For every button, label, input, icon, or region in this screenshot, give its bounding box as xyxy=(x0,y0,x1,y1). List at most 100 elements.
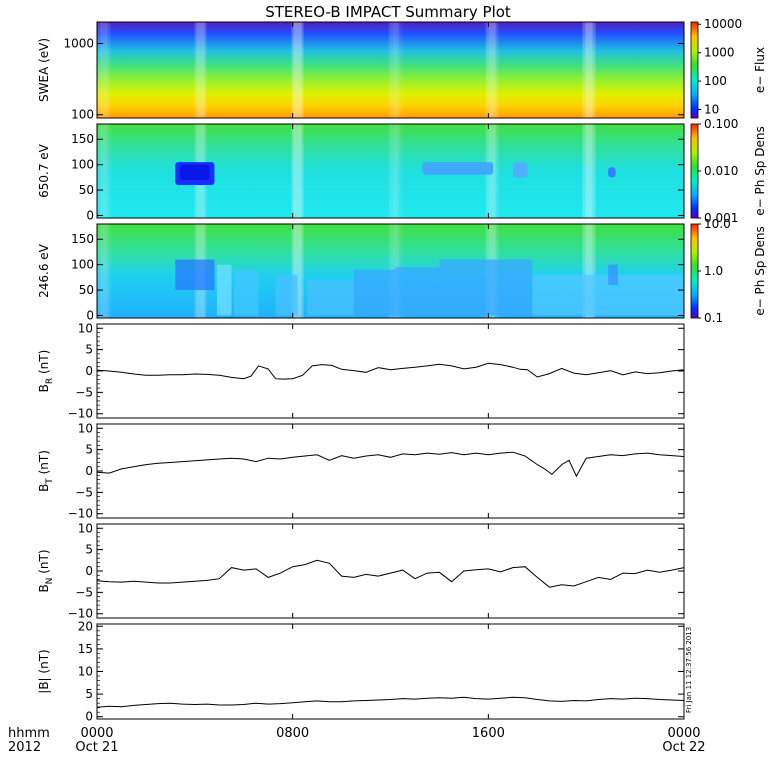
pad650-colorbar-tick-label: 0.001 xyxy=(704,211,738,225)
swea-texture-stripe xyxy=(392,22,398,118)
swea-texture-stripe xyxy=(391,22,395,118)
br-ylabel-main: B xyxy=(37,384,51,392)
br-ytick-label: −5 xyxy=(75,385,93,399)
pad650-texture-stripe xyxy=(583,124,587,218)
swea-texture-stripe xyxy=(101,22,106,118)
swea-texture-stripe xyxy=(585,22,588,118)
swea-texture-stripe xyxy=(491,22,493,118)
swea-texture-stripe xyxy=(293,22,298,118)
bmag-ylabel-main: |B| xyxy=(37,677,51,693)
swea-texture-stripe xyxy=(485,22,490,118)
pad246-texture-stripe xyxy=(298,224,303,318)
pad246-texture-stripe xyxy=(586,224,591,318)
pad246-colorbar-tick-label: 10.0 xyxy=(704,217,731,231)
bn-ytick-label: −10 xyxy=(68,607,93,621)
swea-texture-stripe xyxy=(98,22,102,118)
pad650-ylabel: 650.7 eV xyxy=(37,143,51,198)
pad246-texture-stripe xyxy=(587,224,589,318)
swea-texture-stripe xyxy=(202,22,207,118)
pad650-ytick-label: 50 xyxy=(79,183,94,197)
bmag-ylabel-unit: (nT) xyxy=(37,649,51,677)
pad246-texture-stripe xyxy=(294,224,296,318)
pad650-texture-stripe xyxy=(300,124,304,218)
pad650-texture-stripe xyxy=(396,124,400,218)
pad246-feature xyxy=(353,269,396,316)
pad650-ytick-label: 0 xyxy=(86,208,94,222)
pad650-texture-stripe xyxy=(388,124,391,218)
pad650-texture-stripe xyxy=(297,124,300,218)
time-tick-label: 0000 xyxy=(667,726,700,741)
pad650-colorbar-tick-label: 0.010 xyxy=(704,164,738,178)
pad246-colorbar-label: e− Ph Sp Dens xyxy=(753,226,767,315)
pad650-texture-stripe xyxy=(293,124,298,218)
swea-texture-stripe xyxy=(487,22,491,118)
pad650-texture-stripe xyxy=(100,124,103,218)
br-ytick-label: 0 xyxy=(85,364,93,378)
swea-texture-stripe xyxy=(100,22,103,118)
pad650-frame xyxy=(96,123,685,219)
pad246-texture-stripe xyxy=(106,224,111,318)
swea-texture-stripe xyxy=(299,22,301,118)
pad650-texture-stripe xyxy=(291,124,297,218)
pad650-texture-stripe xyxy=(590,124,593,218)
pad246-frame xyxy=(96,223,685,319)
pad246-colorbar-tick-label: 0.1 xyxy=(704,311,723,325)
pad650-texture-stripe xyxy=(494,124,497,218)
swea-spectrogram-image xyxy=(97,22,684,118)
pad650-texture-stripe xyxy=(587,124,589,218)
pad650-texture-stripe xyxy=(104,124,110,218)
swea-texture-stripe xyxy=(297,22,300,118)
swea-colorbar xyxy=(690,21,699,119)
time-tick-label: 1600 xyxy=(472,726,505,741)
swea-texture-stripe xyxy=(197,22,202,118)
spectrogram-pad246: 0 50 100 150 246.6 eV 0.1 1.0 10.0 e− Ph Sp Dens xyxy=(37,217,767,325)
pad246-ytick-label: 100 xyxy=(71,258,94,272)
br-ylabel: BR (nT) xyxy=(37,350,55,393)
pad650-texture-stripe xyxy=(582,124,584,218)
bt-ylabel-sub: T xyxy=(45,478,55,485)
swea-colorbar-tick-label: 10 xyxy=(704,102,719,116)
swea-ytick-label: 1000 xyxy=(63,36,94,50)
pad246-texture-stripe xyxy=(582,224,584,318)
bt-ytick-label: 10 xyxy=(78,421,93,435)
pad246-texture-stripe xyxy=(299,224,301,318)
pad650-texture-stripe xyxy=(106,124,111,218)
pad650-feature xyxy=(512,162,528,178)
swea-texture-stripe xyxy=(493,22,499,118)
swea-colorbar-label: e− Flux xyxy=(753,47,767,93)
pad246-texture-stripe xyxy=(292,224,295,318)
bt-ytick-label: 5 xyxy=(85,443,93,457)
pad650-texture-stripe xyxy=(295,124,299,218)
swea-texture-stripe xyxy=(294,22,296,118)
pad246-texture-stripe xyxy=(291,224,297,318)
pad650-texture-stripe xyxy=(101,124,106,218)
pad650-texture-stripe xyxy=(591,124,596,218)
bn-ytick-label: 10 xyxy=(78,521,93,535)
bn-ylabel: BN (nT) xyxy=(37,549,55,592)
br-ytick-label: 10 xyxy=(78,321,93,335)
bt-ytick-label: 0 xyxy=(85,464,93,478)
pad650-colorbar xyxy=(690,123,699,219)
swea-texture-stripe xyxy=(583,22,587,118)
pad246-texture-stripe xyxy=(588,224,592,318)
br-frame xyxy=(96,323,685,419)
pad246-colorbar xyxy=(690,223,699,319)
pad246-feature xyxy=(175,259,215,291)
swea-texture-stripe xyxy=(292,22,295,118)
time-axis-row1-label: hhmm xyxy=(8,726,50,741)
pad246-feature xyxy=(275,274,298,316)
swea-texture-stripe xyxy=(103,22,107,118)
pad246-texture-stripe xyxy=(97,224,99,318)
pad650-texture-stripe xyxy=(586,124,591,218)
bmag-ytick-label: 20 xyxy=(78,619,93,633)
swea-texture-stripe xyxy=(199,22,203,118)
swea-texture-stripe xyxy=(106,22,111,118)
br-ylabel-sub: R xyxy=(45,378,55,384)
plot-title: STEREO-B IMPACT Summary Plot xyxy=(265,3,511,21)
pad650-texture-stripe xyxy=(588,124,592,218)
swea-texture-stripe xyxy=(194,22,198,118)
swea-texture-stripe xyxy=(492,22,496,118)
pad246-texture-stripe xyxy=(584,224,590,318)
generation-stamp: Fri Jan 11 12:37:56 2013 xyxy=(685,627,693,713)
